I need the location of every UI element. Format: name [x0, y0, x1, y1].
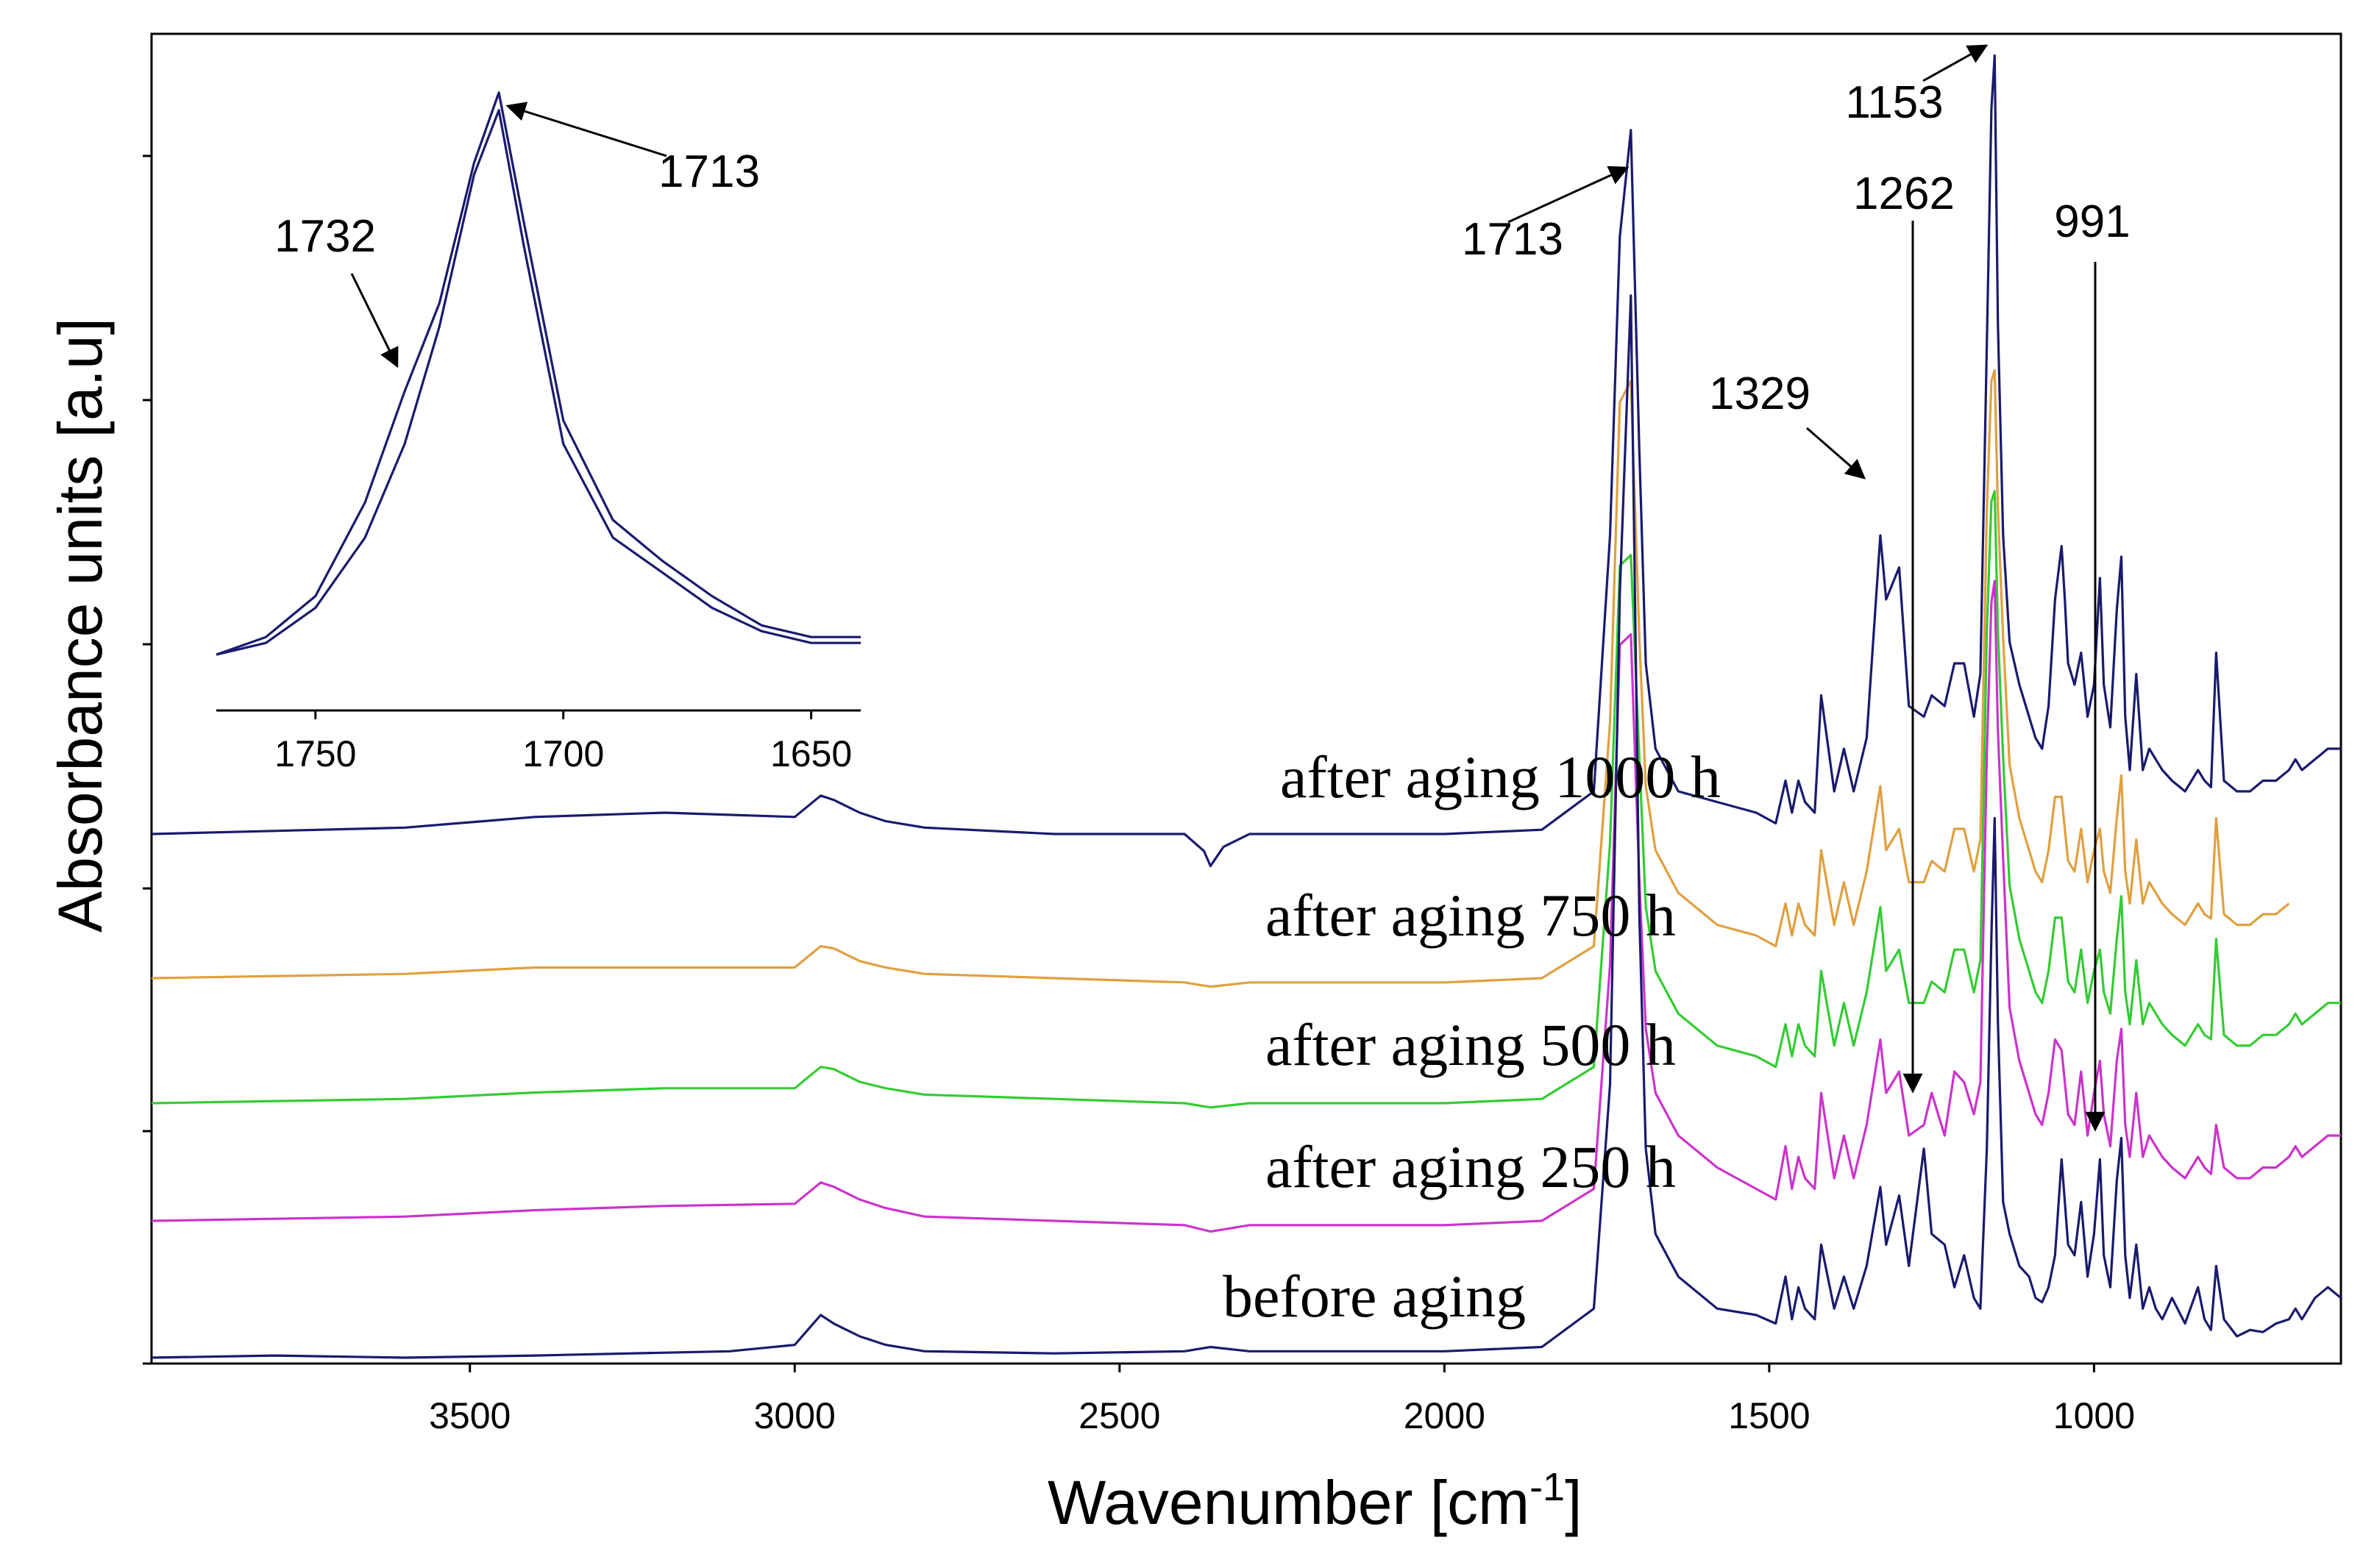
y-axis-ticks: [143, 154, 152, 1365]
x-tick-label: 1500: [1728, 1395, 1810, 1436]
x-tick-label: 3000: [754, 1395, 836, 1436]
inset-series: [216, 91, 861, 656]
inset-x-tick-label: 1700: [522, 733, 604, 774]
inset-x-tick-label: 1750: [274, 733, 356, 774]
peak-label-1262: 1262: [1853, 168, 1955, 219]
peak-label-1153: 1153: [1845, 77, 1943, 128]
peak-arrow-1329: [1806, 427, 1866, 480]
inset-peak-arrow-1713: [505, 101, 667, 157]
peak-arrow-1713: [1507, 165, 1630, 224]
peak-label-1329: 1329: [1709, 368, 1811, 419]
inset-line-1: [216, 91, 861, 656]
peak-annotations: 1713 1153 1262 991 1329: [1462, 44, 2131, 1132]
spectrum-line-h250: [151, 580, 2341, 1233]
x-axis-title: Wavenumber [cm-1]: [1048, 1465, 1582, 1537]
spectrum-line-h750: [151, 368, 2290, 988]
series-label-h500: after aging 500 h: [1265, 1011, 1676, 1078]
x-tick-label: 2000: [1404, 1395, 1485, 1436]
x-axis-title-superscript: -1: [1529, 1465, 1565, 1509]
plot-area-frame: [150, 32, 2342, 1365]
inset-line-0: [216, 109, 861, 656]
spectrum-line-h1000: [151, 54, 2341, 868]
inset-x-tick-label: 1650: [770, 733, 852, 774]
inset-peak-label-1732: 1732: [274, 211, 376, 262]
inset-plot: 1750 1700 1650 1713 1732: [216, 91, 861, 774]
series-label-h750: after aging 750 h: [1265, 882, 1676, 949]
x-axis-ticks: 3500 3000 2500 2000 1500 1000: [429, 1364, 2135, 1436]
peak-label-991: 991: [2054, 196, 2130, 247]
x-axis-title-end: ]: [1565, 1468, 1582, 1537]
spectra-series: [151, 54, 2342, 1359]
series-label-before: before aging: [1223, 1263, 1526, 1330]
inset-peak-arrow-1732: [350, 273, 399, 368]
y-axis-title: Absorbance units [a.u]: [46, 318, 115, 933]
series-labels: after aging 1000 h after aging 750 h after…: [1223, 744, 1721, 1330]
x-tick-label: 1000: [2053, 1395, 2135, 1436]
inset-annotations: 1713 1732: [274, 101, 760, 368]
spectrum-line-h500: [151, 490, 2341, 1109]
x-tick-label: 3500: [429, 1395, 511, 1436]
peak-arrow-1153: [1922, 44, 1989, 82]
x-tick-label: 2500: [1079, 1395, 1160, 1436]
series-label-h250: after aging 250 h: [1265, 1133, 1676, 1200]
series-label-h1000: after aging 1000 h: [1280, 744, 1721, 810]
inset-x-ticks: 1750 1700 1650: [274, 710, 852, 774]
peak-label-1713: 1713: [1462, 214, 1563, 265]
spectrum-line-before: [151, 294, 2342, 1359]
inset-peak-label-1713: 1713: [658, 146, 760, 197]
x-axis-title-main: Wavenumber [cm: [1048, 1468, 1529, 1537]
